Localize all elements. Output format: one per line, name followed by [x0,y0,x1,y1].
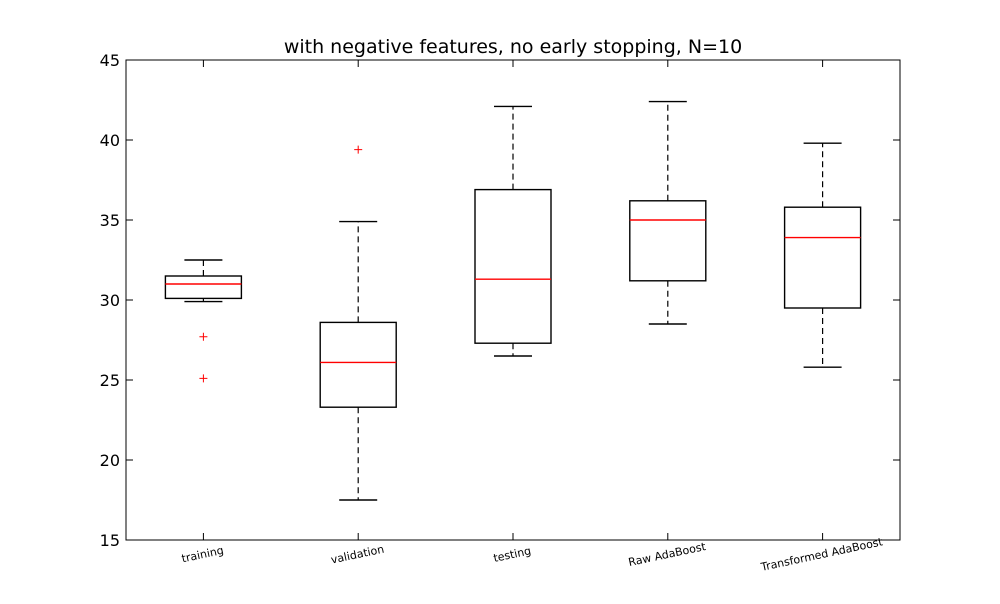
outlier-point [199,332,208,341]
y-tick-label: 45 [100,51,120,70]
x-tick-label: Transformed AdaBoost [759,535,885,574]
x-tick-label: training [180,544,224,566]
outlier-point [199,374,208,383]
x-tick-label: testing [492,544,532,565]
y-tick-label: 30 [100,291,120,310]
outlier-point [354,145,363,154]
iqr-box [474,188,552,344]
iqr-box [164,275,243,300]
plot-area: 15 20 25 30 35 40 45 training validation testing R… [100,51,901,574]
y-tick-label: 15 [100,531,120,550]
y-tick-label: 40 [100,131,120,150]
chart-title: with negative features, no early stoppin… [284,36,742,58]
iqr-box [783,206,862,309]
y-tick-label: 35 [100,211,120,230]
y-tick-label: 25 [100,371,120,390]
y-tick-label: 20 [100,451,120,470]
x-tick-label: validation [330,543,386,567]
x-tick-label: Raw AdaBoost [627,540,707,569]
iqr-box [319,321,397,408]
iqr-box [629,200,707,282]
